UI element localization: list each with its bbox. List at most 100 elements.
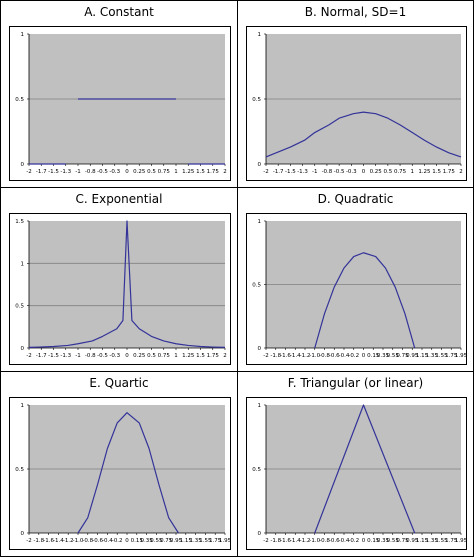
x-tick-label: 0.35 xyxy=(377,353,390,359)
x-tick-label: 1.15 xyxy=(416,538,429,544)
x-tick-label: -1.7 xyxy=(273,169,284,175)
x-tick-label: 0.35 xyxy=(140,538,153,544)
x-tick-label: 0.55 xyxy=(150,538,163,544)
x-tick-label: 1.75 xyxy=(445,353,458,359)
x-tick-label: 0.95 xyxy=(170,538,183,544)
x-tick-label: -0.8 xyxy=(322,169,333,175)
x-tick-label: -1.6 xyxy=(280,353,291,359)
series-line-1 xyxy=(28,220,226,349)
x-tick-label: -2 xyxy=(26,169,31,175)
x-tick-label: 0.95 xyxy=(406,353,419,359)
chart-title: A. Constant xyxy=(84,5,154,19)
x-tick-label: -1.0 xyxy=(73,538,84,544)
x-tick-label: -1.2 xyxy=(63,538,74,544)
x-tick-label: -0.5 xyxy=(97,353,108,359)
x-tick-label: 1.25 xyxy=(182,169,195,175)
y-tick-label: 0 xyxy=(258,531,262,537)
x-tick-label: -0.3 xyxy=(109,353,120,359)
chart-frame: 0 0.5 1 1.5 -2 -1.7 -1.5 -1.3 -1 -0.8 -0.5 -0.3 0 0.2… xyxy=(9,213,231,365)
x-tick-label: -1.5 xyxy=(48,353,59,359)
x-tick-label: -0.8 xyxy=(319,353,330,359)
x-tick-label: -0.2 xyxy=(112,538,123,544)
x-tick-label: -1.8 xyxy=(270,538,281,544)
y-tick-label: 1 xyxy=(21,32,25,38)
chart-title: B. Normal, SD=1 xyxy=(304,5,407,19)
y-tick-label: 0.5 xyxy=(252,467,261,473)
y-tick-label: 1 xyxy=(21,403,25,409)
series-line-1 xyxy=(314,252,416,349)
x-tick-label: 2 xyxy=(459,169,463,175)
x-tick-label: -0.5 xyxy=(334,169,345,175)
y-tick-label: 0 xyxy=(258,162,262,168)
x-tick-label: -1.4 xyxy=(290,353,301,359)
x-tick-label: -1.7 xyxy=(36,169,47,175)
x-tick-label: -1.3 xyxy=(60,353,71,359)
chart-frame: 0 0.5 1 -2 -1.7 -1.5 -1.3 -1 -0.8 -0.5 -0.3 0 0.25 0.… xyxy=(9,26,231,181)
x-tick-label: 0.75 xyxy=(158,353,171,359)
x-tick-label: -0.8 xyxy=(82,538,93,544)
x-tick-label: -0.5 xyxy=(97,169,108,175)
x-tick-label: 1.55 xyxy=(199,538,212,544)
y-tick-label: 0 xyxy=(258,346,262,352)
x-tick-label: -0.2 xyxy=(348,353,359,359)
x-tick-label: -0.4 xyxy=(339,353,350,359)
x-tick-label: 0.55 xyxy=(387,353,400,359)
x-tick-label: -0.3 xyxy=(346,169,357,175)
y-tick-label: 0.5 xyxy=(252,283,261,289)
x-tick-label: 1 xyxy=(174,353,178,359)
chart-frame: 0 0.5 1 -2 -1.8 -1.6 -1.4 -1.2 -1.0 -0.8 -0.6 -0.4-… xyxy=(9,397,232,550)
x-tick-label: 0.55 xyxy=(387,538,400,544)
x-tick-label: 1.15 xyxy=(416,353,429,359)
chart-svg: 0 0.5 1 -2 -1.8 -1.6 -1.4 -1.2 -1.0 -0.8 -0.6 -0.4-… xyxy=(252,219,468,359)
x-tick-label: 0.75 xyxy=(158,169,171,175)
x-tick-label: 1.5 xyxy=(432,169,441,175)
x-tick-label: 0.25 xyxy=(133,353,146,359)
x-tick-label: -1 xyxy=(75,169,80,175)
chart-svg: 0 0.5 1 -2 -1.8 -1.6 -1.4 -1.2 -1.0 -0.8 -0.6 -0.4-… xyxy=(15,403,231,544)
x-tick-label: -0.2 xyxy=(348,538,359,544)
chart-svg: 0 0.5 1 -2 -1.8 -1.6 -1.4 -1.2 -1.0 -0.8 -0.6 -0.4-… xyxy=(252,403,468,544)
x-tick-label: 0.5 xyxy=(147,169,156,175)
x-tick-label: -1.4 xyxy=(53,538,64,544)
y-tick-label: 1 xyxy=(258,32,262,38)
x-tick-label: -1.7 xyxy=(36,353,47,359)
chart-frame: 0 0.5 1 -2 -1.8 -1.6 -1.4 -1.2 -1.0 -0.8 -0.6 -0.4-… xyxy=(246,213,468,365)
x-tick-label: -1.6 xyxy=(280,538,291,544)
chart-svg: 00.51-2 -1.7 -1.5 -1.3 -1 -0.8 -0.5 -0.3 0 0.25 0.… xyxy=(252,32,463,175)
y-tick-label: 1 xyxy=(258,219,262,225)
x-tick-label: 1.55 xyxy=(435,538,448,544)
x-tick-label: 0.5 xyxy=(147,353,156,359)
x-tick-label: -1.2 xyxy=(300,353,311,359)
x-tick-label: 1.75 xyxy=(207,169,220,175)
x-tick-label: -0.8 xyxy=(319,538,330,544)
x-tick-label: -1.5 xyxy=(285,169,296,175)
y-tick-label: 1 xyxy=(258,403,262,409)
x-tick-label: -1 xyxy=(312,169,317,175)
x-tick-label: 2 xyxy=(223,169,227,175)
x-tick-label: 1.95 xyxy=(455,353,468,359)
x-tick-label: 0.75 xyxy=(160,538,173,544)
x-tick-label: 2 xyxy=(223,353,227,359)
x-tick-label: 0.15 xyxy=(367,353,380,359)
y-tick-label: 0.5 xyxy=(252,97,261,103)
x-tick-label: 1.75 xyxy=(445,538,458,544)
x-tick-label: -1.3 xyxy=(297,169,308,175)
x-tick-label: 1.5 xyxy=(196,169,205,175)
x-tick-label: 0 xyxy=(362,538,366,544)
x-tick-label: -1.4 xyxy=(290,538,301,544)
x-tick-label: 0.15 xyxy=(131,538,144,544)
x-tick-label: 1.35 xyxy=(189,538,202,544)
chart-frame: 0 0.5 1 -2 -1.7 -1.5 -1.3 -1 -0.8 -0.5 -0.3 0 0.25 0.… xyxy=(246,26,467,181)
x-tick-label: 1.95 xyxy=(455,538,468,544)
x-tick-label: 0.15 xyxy=(367,538,380,544)
chart-title: F. Triangular (or linear) xyxy=(287,376,424,390)
x-tick-label: -1.2 xyxy=(300,538,311,544)
series-line-1 xyxy=(77,412,179,534)
x-tick-label: 0 xyxy=(362,169,366,175)
y-tick-label: 0.5 xyxy=(15,97,24,103)
x-tick-label: 1.75 xyxy=(209,538,222,544)
chart-panel-f: F. Triangular (or linear) 0 0.5 1 -2 -1.8 -1.… xyxy=(238,372,474,557)
y-tick-label: 0 xyxy=(21,346,25,352)
x-tick-label: -2 xyxy=(263,538,268,544)
